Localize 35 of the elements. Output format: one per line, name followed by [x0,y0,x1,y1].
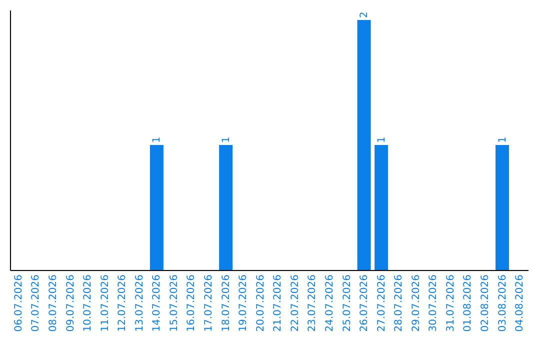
x-tick-label: 07.07.2026 [30,274,42,332]
x-tick-label: 20.07.2026 [255,274,266,332]
data-label: 1 [220,136,232,143]
x-tick-label: 16.07.2026 [186,274,198,332]
x-tick-label: 14.07.2026 [152,274,163,332]
x-tick-label: 28.07.2026 [394,274,405,332]
x-tick-label: 13.07.2026 [134,274,146,332]
x-tick-label: 04.08.2026 [514,274,526,332]
x-tick-label: 11.07.2026 [100,274,111,332]
x-tick-label: 30.07.2026 [428,274,440,332]
x-tick-label: 17.07.2026 [204,274,215,332]
x-tick-label: 27.07.2026 [376,274,388,332]
x-tick-label: 15.07.2026 [168,274,180,332]
x-tick-label: 31.07.2026 [445,274,456,332]
x-tick-label: 02.08.2026 [480,274,491,332]
x-tick-label: 23.07.2026 [307,274,318,332]
x-tick-label: 25.07.2026 [342,274,353,332]
x-tick-label: 03.08.2026 [497,274,508,332]
x-tick-label: 26.07.2026 [359,274,370,332]
x-tick-label: 01.08.2026 [462,274,474,332]
x-tick-label: 22.07.2026 [290,274,301,332]
x-tick-label: 09.07.2026 [65,274,76,332]
x-tick-label: 29.07.2026 [410,274,422,332]
data-label: 1 [497,136,508,143]
x-tick-label: 12.07.2026 [117,274,128,332]
x-tick-label: 24.07.2026 [324,274,336,332]
x-tick-label: 19.07.2026 [238,274,250,332]
x-tick-label: 21.07.2026 [272,274,284,332]
data-label: 1 [376,136,388,143]
x-tick-label: 10.07.2026 [82,274,94,332]
x-tick-label: 08.07.2026 [48,274,60,332]
x-tick-label: 18.07.2026 [220,274,232,332]
data-label: 2 [359,12,370,18]
data-label: 1 [152,136,163,143]
x-tick-label: 06.07.2026 [13,274,24,332]
